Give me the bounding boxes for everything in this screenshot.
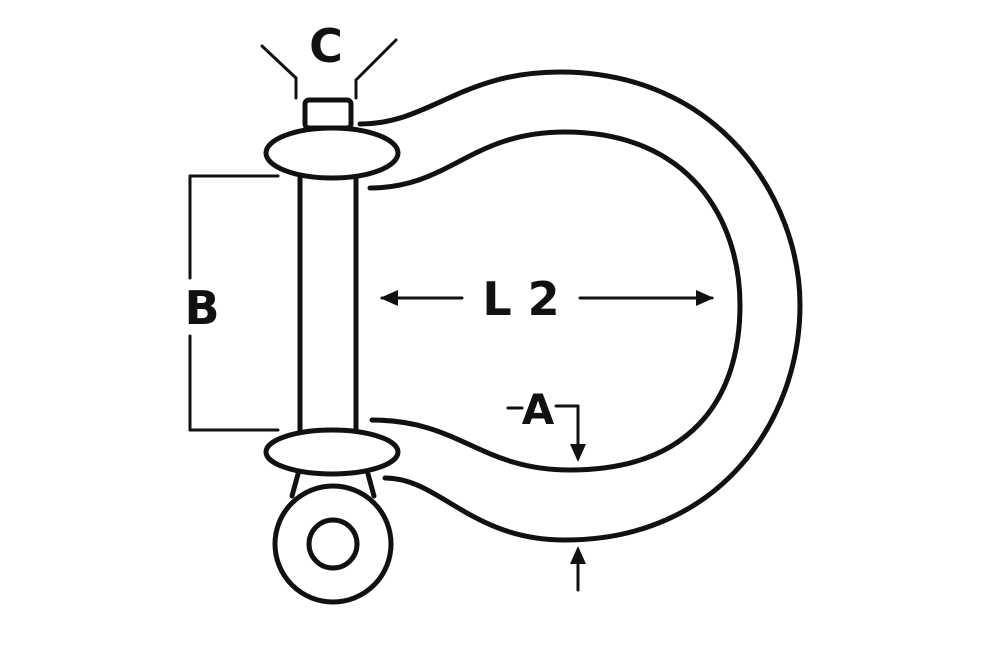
pin-eye-neck-left (289, 471, 301, 499)
bow-inner-contour (367, 129, 743, 473)
dim-a-arrow-down (570, 444, 586, 462)
dim-b-label: B (184, 281, 219, 335)
dim-c-leader-left (260, 44, 298, 80)
dim-c-label: C (309, 19, 343, 73)
pin-top (302, 97, 354, 131)
pin-eye-inner (306, 517, 360, 571)
dim-a-arrow-up (570, 546, 586, 564)
dim-a-label: A (522, 385, 555, 434)
dim-c-leader-right (354, 38, 398, 82)
dim-l2-arrow-right (696, 290, 714, 306)
dim-l2-label: L 2 (482, 272, 559, 326)
lower-collar (263, 427, 401, 477)
pin-eye-outer (272, 483, 394, 605)
dim-l2-arrow-left (380, 290, 398, 306)
pin-eye-neck-right (365, 471, 377, 499)
bow-outer-contour (357, 69, 803, 543)
upper-collar (263, 125, 401, 181)
